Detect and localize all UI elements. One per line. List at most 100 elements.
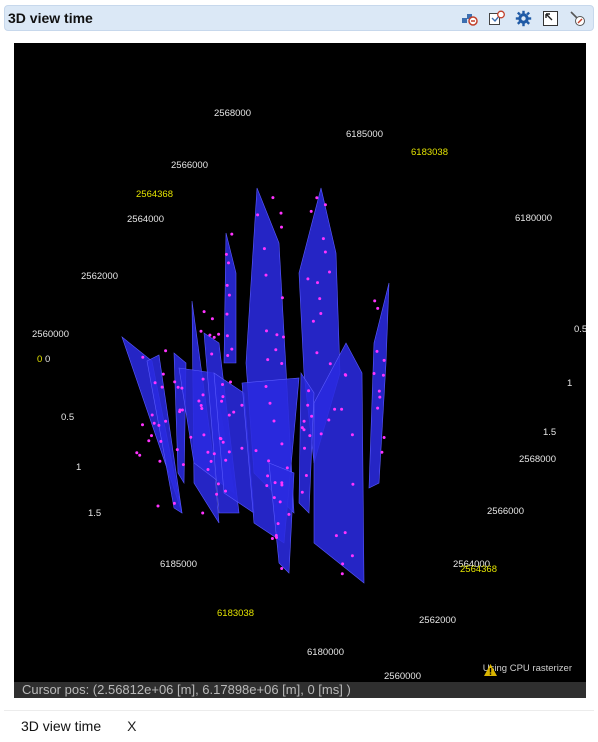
sample-point: [380, 450, 384, 454]
tab-close-button[interactable]: X: [127, 718, 137, 734]
sample-point: [351, 482, 355, 486]
sample-point: [375, 349, 379, 353]
sample-point: [264, 385, 268, 388]
warning-icon: [483, 664, 497, 676]
sample-point: [206, 468, 210, 471]
tab-3d-view-time[interactable]: 3D view time X: [4, 711, 136, 741]
sample-point: [227, 413, 231, 417]
network-settings-icon[interactable]: [460, 9, 479, 28]
fullscreen-icon[interactable]: [541, 9, 560, 28]
sample-point: [272, 496, 276, 500]
sample-point: [382, 358, 386, 362]
sample-point: [230, 347, 234, 351]
cursor-position-bar: Cursor pos: (2.56812e+06 [m], 6.17898e+0…: [14, 682, 586, 698]
sample-point: [135, 451, 139, 455]
axis-label: 1: [76, 462, 82, 473]
sample-point: [254, 449, 258, 453]
axis-label: 6185000: [160, 559, 197, 570]
sample-point: [280, 481, 284, 485]
sample-point: [226, 354, 230, 357]
rasterizer-text: Using CPU rasterizer: [482, 663, 572, 674]
sample-point: [221, 395, 225, 399]
sample-point: [197, 399, 201, 403]
sample-point: [276, 522, 280, 526]
sample-point: [323, 250, 327, 254]
sample-point: [210, 317, 214, 321]
sample-point: [265, 484, 269, 488]
sample-point: [373, 299, 377, 303]
sample-point: [200, 407, 204, 410]
sample-point: [199, 404, 203, 407]
sample-point: [377, 389, 381, 393]
sample-point: [173, 380, 177, 384]
sample-point: [323, 203, 327, 207]
sample-point: [272, 419, 276, 423]
sample-point: [227, 261, 230, 265]
tab-label: 3D view time: [21, 718, 102, 734]
sample-point: [206, 450, 210, 454]
sample-point: [333, 407, 337, 411]
sample-point: [212, 452, 216, 456]
sample-point: [376, 406, 380, 410]
axis-label: 2562000: [81, 271, 118, 282]
sample-point: [172, 501, 176, 505]
sample-point: [221, 383, 224, 386]
seismic-surfaces: [121, 187, 390, 584]
axis-label: 2568000: [214, 108, 251, 119]
pointer-icon[interactable]: [568, 9, 587, 28]
sample-point: [265, 329, 268, 333]
sample-point: [227, 293, 231, 297]
axis-label: 6180000: [307, 647, 344, 658]
sample-point: [310, 414, 314, 418]
sample-point: [180, 408, 184, 412]
sample-point: [266, 358, 270, 362]
axis-label-highlight: 2564368: [460, 564, 497, 575]
sample-point: [319, 432, 323, 436]
sample-point: [321, 237, 325, 241]
axis-label: 1: [567, 378, 573, 389]
sample-point: [153, 381, 157, 385]
sample-point: [224, 458, 228, 462]
axis-label: 1.5: [88, 508, 102, 519]
sample-point: [164, 419, 168, 423]
gear-icon[interactable]: [514, 9, 533, 28]
sample-point: [340, 572, 344, 576]
sample-point: [274, 348, 278, 352]
sample-point: [280, 483, 284, 487]
sample-point: [343, 531, 347, 535]
sample-point: [273, 481, 277, 485]
sample-point: [334, 534, 338, 538]
sample-point: [306, 403, 310, 407]
sample-point: [327, 418, 331, 422]
sample-point: [212, 335, 216, 339]
sample-point: [350, 554, 354, 558]
sample-point: [176, 385, 180, 389]
panel-title: 3D view time: [8, 10, 93, 26]
axis-label: 2562000: [419, 615, 456, 626]
sample-point: [302, 428, 306, 432]
sample-point: [268, 401, 272, 405]
sample-point: [309, 209, 313, 213]
sample-point: [201, 393, 205, 397]
sample-point: [280, 296, 284, 300]
3d-viewport[interactable]: 2568000 6185000 6183038 2566000 2564368 …: [14, 43, 586, 698]
sample-point: [156, 504, 160, 508]
sample-point: [157, 423, 161, 427]
sample-point: [189, 435, 193, 439]
sample-point: [266, 474, 270, 478]
sample-point: [303, 446, 306, 450]
sample-point: [381, 373, 385, 377]
sample-point: [315, 196, 319, 200]
sample-point: [161, 372, 165, 376]
sample-point: [147, 439, 151, 443]
rasterizer-warning: Using CPU rasterizer: [482, 663, 572, 676]
axis-label: 2564000: [453, 559, 490, 570]
sample-point: [256, 213, 260, 217]
sample-point: [307, 389, 311, 393]
surface-panel: [368, 282, 390, 489]
sample-point: [180, 386, 184, 390]
sample-point: [275, 333, 279, 337]
sample-point: [178, 410, 182, 414]
sample-point: [240, 446, 244, 450]
edit-layers-icon[interactable]: [487, 9, 506, 28]
